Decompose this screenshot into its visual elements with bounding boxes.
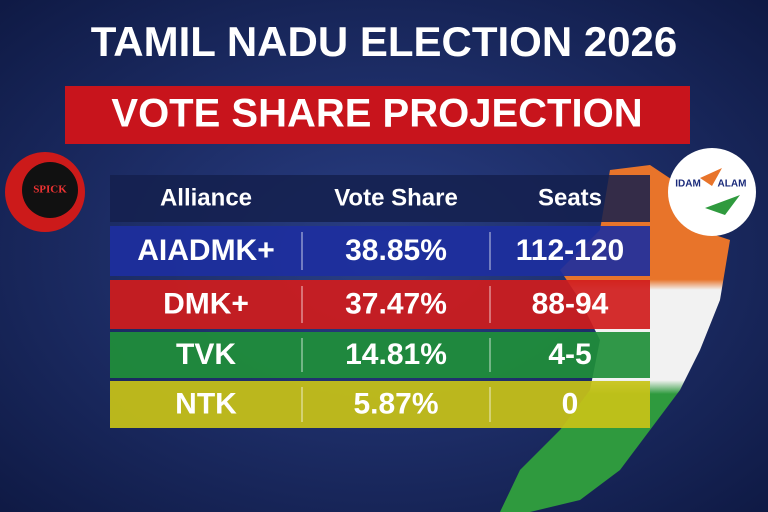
- cell: 14.81%: [345, 338, 447, 371]
- table: Alliance Vote Share Seats AIADMK+ 38.85% 112-…: [110, 175, 650, 428]
- cell: 0: [562, 387, 579, 420]
- logo-text: IDAM: [675, 179, 701, 190]
- logo-text: ALAM: [718, 179, 747, 190]
- column-header: Vote Share: [334, 184, 458, 211]
- cell: 4-5: [548, 338, 591, 371]
- row-bg: [110, 332, 650, 378]
- cell: DMK+: [163, 287, 249, 320]
- cell: TVK: [176, 338, 236, 371]
- logo-flag: [705, 195, 740, 215]
- cell: NTK: [175, 387, 237, 420]
- cell: 88-94: [532, 287, 609, 320]
- logo-flag: [700, 168, 722, 186]
- cell: 37.47%: [345, 287, 447, 320]
- spick-logo-inner: [22, 162, 78, 218]
- cell: AIADMK+: [137, 234, 275, 267]
- subtitle: VOTE SHARE PROJECTION: [111, 92, 642, 136]
- row-bg: [110, 226, 650, 276]
- spick-text: SPICK: [33, 184, 67, 196]
- idamvalam-logo: [668, 148, 756, 236]
- cell: 112-120: [516, 234, 624, 267]
- cell: 5.87%: [353, 387, 438, 420]
- cell: 38.85%: [345, 234, 447, 267]
- subtitle-box: [65, 86, 690, 144]
- column-header: Alliance: [160, 184, 252, 211]
- header-row: [110, 175, 650, 222]
- row-bg: [110, 280, 650, 329]
- title: TAMIL NADU ELECTION 2026: [91, 18, 678, 65]
- column-header: Seats: [538, 184, 602, 211]
- row-bg: [110, 381, 650, 428]
